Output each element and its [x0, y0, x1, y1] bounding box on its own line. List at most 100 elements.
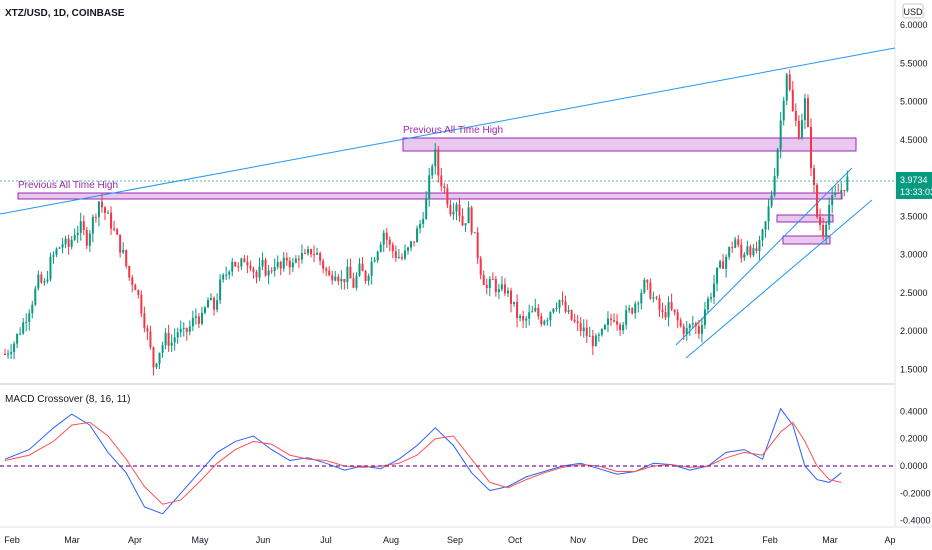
candle[interactable] [488, 276, 491, 297]
candle[interactable] [752, 244, 755, 257]
candle[interactable] [755, 241, 758, 254]
candle[interactable] [785, 72, 788, 106]
candle[interactable] [497, 283, 500, 300]
candle[interactable] [840, 181, 843, 200]
support-zone-upper[interactable] [776, 214, 834, 223]
candle[interactable] [455, 202, 458, 221]
candle[interactable] [588, 326, 591, 337]
candle[interactable] [567, 305, 570, 315]
candle[interactable] [34, 285, 37, 307]
candle[interactable] [603, 323, 606, 331]
candle[interactable] [452, 202, 455, 220]
candle[interactable] [546, 317, 549, 326]
candle[interactable] [279, 260, 282, 276]
candle[interactable] [331, 270, 334, 285]
candle[interactable] [749, 244, 752, 258]
candle[interactable] [697, 319, 700, 339]
candle[interactable] [276, 255, 279, 270]
candle[interactable] [19, 327, 22, 336]
candle[interactable] [13, 341, 16, 360]
candle[interactable] [652, 291, 655, 303]
candle[interactable] [385, 228, 388, 248]
candle[interactable] [828, 197, 831, 231]
candle[interactable] [294, 255, 297, 264]
candle[interactable] [470, 205, 473, 236]
candle[interactable] [773, 167, 776, 198]
candle[interactable] [834, 185, 837, 198]
candle[interactable] [213, 296, 216, 316]
candle[interactable] [779, 112, 782, 159]
candle[interactable] [422, 211, 425, 228]
macd-pane[interactable] [0, 387, 895, 527]
candle[interactable] [255, 269, 258, 284]
candle[interactable] [767, 199, 770, 230]
candle[interactable] [222, 273, 225, 283]
candle[interactable] [149, 325, 152, 350]
candle[interactable] [728, 246, 731, 260]
candle[interactable] [358, 258, 361, 277]
candle[interactable] [679, 317, 682, 328]
candle[interactable] [619, 322, 622, 336]
candle[interactable] [4, 348, 6, 356]
candle[interactable] [152, 346, 155, 376]
candle[interactable] [585, 319, 588, 343]
candle[interactable] [800, 113, 803, 140]
candle[interactable] [203, 305, 206, 315]
candle[interactable] [661, 302, 664, 319]
candle[interactable] [819, 208, 822, 231]
candle[interactable] [782, 96, 785, 126]
candle[interactable] [846, 170, 849, 193]
candle[interactable] [40, 271, 43, 284]
candle[interactable] [713, 274, 716, 304]
candle[interactable] [425, 191, 428, 220]
candle[interactable] [234, 261, 237, 267]
candle[interactable] [349, 258, 352, 279]
candle[interactable] [719, 259, 722, 269]
candle[interactable] [709, 292, 712, 303]
candle[interactable] [643, 277, 646, 295]
candle[interactable] [391, 242, 394, 259]
candle[interactable] [655, 295, 658, 301]
candle[interactable] [155, 362, 158, 370]
candle[interactable] [70, 235, 73, 250]
candle[interactable] [458, 197, 461, 222]
candle[interactable] [397, 249, 400, 259]
candle[interactable] [194, 308, 197, 325]
candle[interactable] [82, 215, 85, 236]
candle[interactable] [88, 229, 91, 253]
candle[interactable] [79, 212, 82, 241]
candle[interactable] [725, 254, 728, 278]
candle[interactable] [225, 266, 228, 281]
candlestick-series[interactable] [4, 69, 849, 376]
candle[interactable] [43, 278, 46, 286]
candle[interactable] [555, 302, 558, 312]
candle[interactable] [16, 333, 19, 349]
candle[interactable] [410, 240, 413, 252]
candle[interactable] [831, 187, 834, 214]
candle[interactable] [634, 301, 637, 319]
candle[interactable] [373, 256, 376, 263]
candle[interactable] [382, 229, 385, 253]
candle[interactable] [494, 276, 497, 297]
candle[interactable] [394, 245, 397, 262]
candle[interactable] [446, 184, 449, 209]
candle[interactable] [703, 301, 706, 329]
candle[interactable] [476, 227, 479, 264]
candle[interactable] [400, 253, 403, 261]
channel-lower-trendline[interactable] [685, 199, 873, 359]
candle[interactable] [700, 317, 703, 343]
candle[interactable] [570, 309, 573, 321]
candle[interactable] [188, 320, 191, 336]
candle[interactable] [210, 293, 213, 301]
candle[interactable] [355, 272, 358, 291]
candle[interactable] [734, 236, 737, 249]
candle[interactable] [367, 273, 370, 286]
candle[interactable] [352, 272, 355, 289]
candle[interactable] [449, 199, 452, 217]
candle[interactable] [179, 320, 182, 338]
candle[interactable] [440, 168, 443, 192]
candle[interactable] [73, 228, 76, 242]
macd-line[interactable] [4, 407, 842, 515]
candle[interactable] [231, 258, 234, 277]
